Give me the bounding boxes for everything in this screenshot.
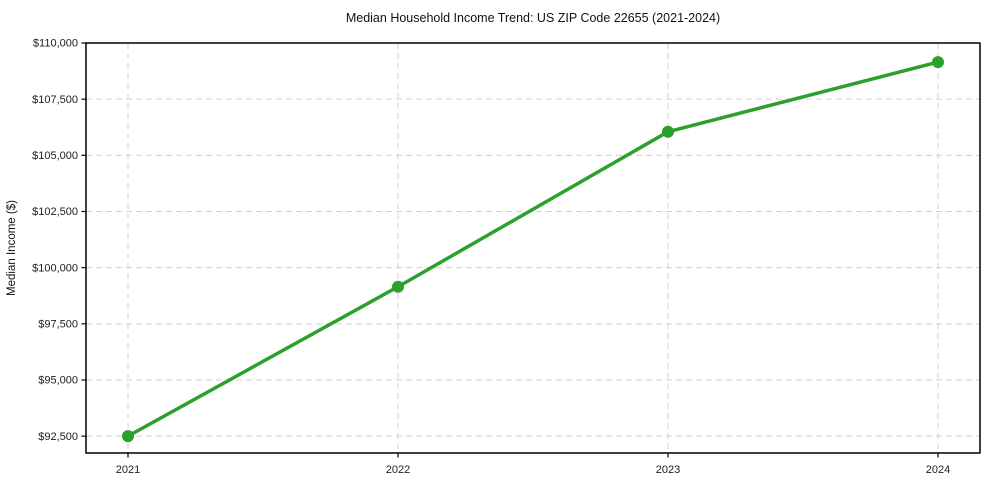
y-tick-label: $95,000 xyxy=(38,375,78,387)
plot-border xyxy=(85,42,981,454)
chart-title: Median Household Income Trend: US ZIP Co… xyxy=(346,11,720,25)
y-tick-label: $97,500 xyxy=(38,318,78,330)
data-point-2022 xyxy=(392,280,404,293)
y-tick-label: $105,000 xyxy=(32,150,78,162)
data-point-2021 xyxy=(122,430,134,443)
data-point-2024 xyxy=(932,56,944,69)
y-tick-label: $107,500 xyxy=(32,94,78,106)
plot-area: $92,500 $95,000 $97,500 $100,000 $102,500 $10… xyxy=(32,38,981,476)
x-tick-label: 2021 xyxy=(116,464,140,476)
y-axis-label: Median Income ($) xyxy=(6,200,18,296)
y-tick-label: $92,500 xyxy=(38,431,78,443)
income-trend-line xyxy=(126,60,940,438)
data-point-2023 xyxy=(662,125,674,138)
x-tick-label: 2022 xyxy=(386,464,410,476)
y-tick-label: $100,000 xyxy=(32,262,78,274)
x-tick-label: 2023 xyxy=(656,464,680,476)
y-tick-label: $102,500 xyxy=(32,206,78,218)
x-tick-label: 2024 xyxy=(926,464,950,476)
y-tick-label: $110,000 xyxy=(33,38,78,50)
